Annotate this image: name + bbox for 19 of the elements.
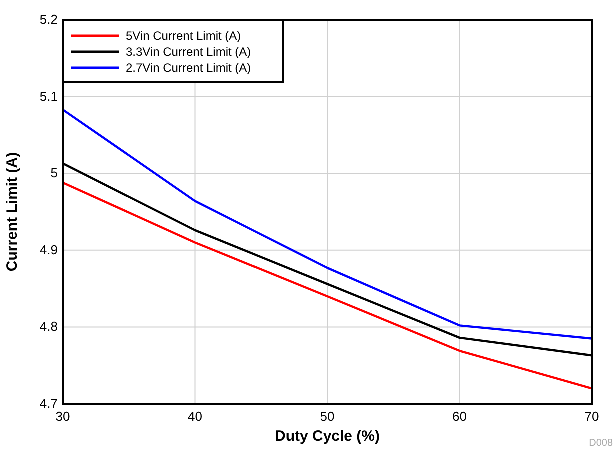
- y-tick-label: 4.8: [40, 319, 58, 334]
- legend-label: 5Vin Current Limit (A): [126, 29, 242, 43]
- x-tick-label: 40: [188, 409, 202, 424]
- y-tick-label: 5.1: [40, 88, 58, 104]
- line-series: [62, 108, 594, 340]
- x-tick-label: 30: [56, 409, 70, 424]
- legend-label: 3.3Vin Current Limit (A): [126, 45, 252, 59]
- y-tick-label: 5.2: [40, 12, 58, 27]
- line-series: [62, 182, 594, 390]
- y-tick-label: 4.7: [40, 396, 58, 411]
- y-tick-label: 5: [50, 166, 58, 181]
- x-tick-label: 70: [584, 409, 600, 424]
- legend-label: 2.7Vin Current Limit (A): [126, 61, 252, 75]
- text: D008: [589, 438, 614, 449]
- x-tick-label: 50: [320, 409, 335, 424]
- y-axis-title: Current Limit (A): [4, 152, 21, 272]
- x-axis-title: Duty Cycle (%): [274, 428, 380, 445]
- y-tick-label: 4.9: [40, 242, 58, 258]
- x-tick-label: 60: [452, 409, 467, 424]
